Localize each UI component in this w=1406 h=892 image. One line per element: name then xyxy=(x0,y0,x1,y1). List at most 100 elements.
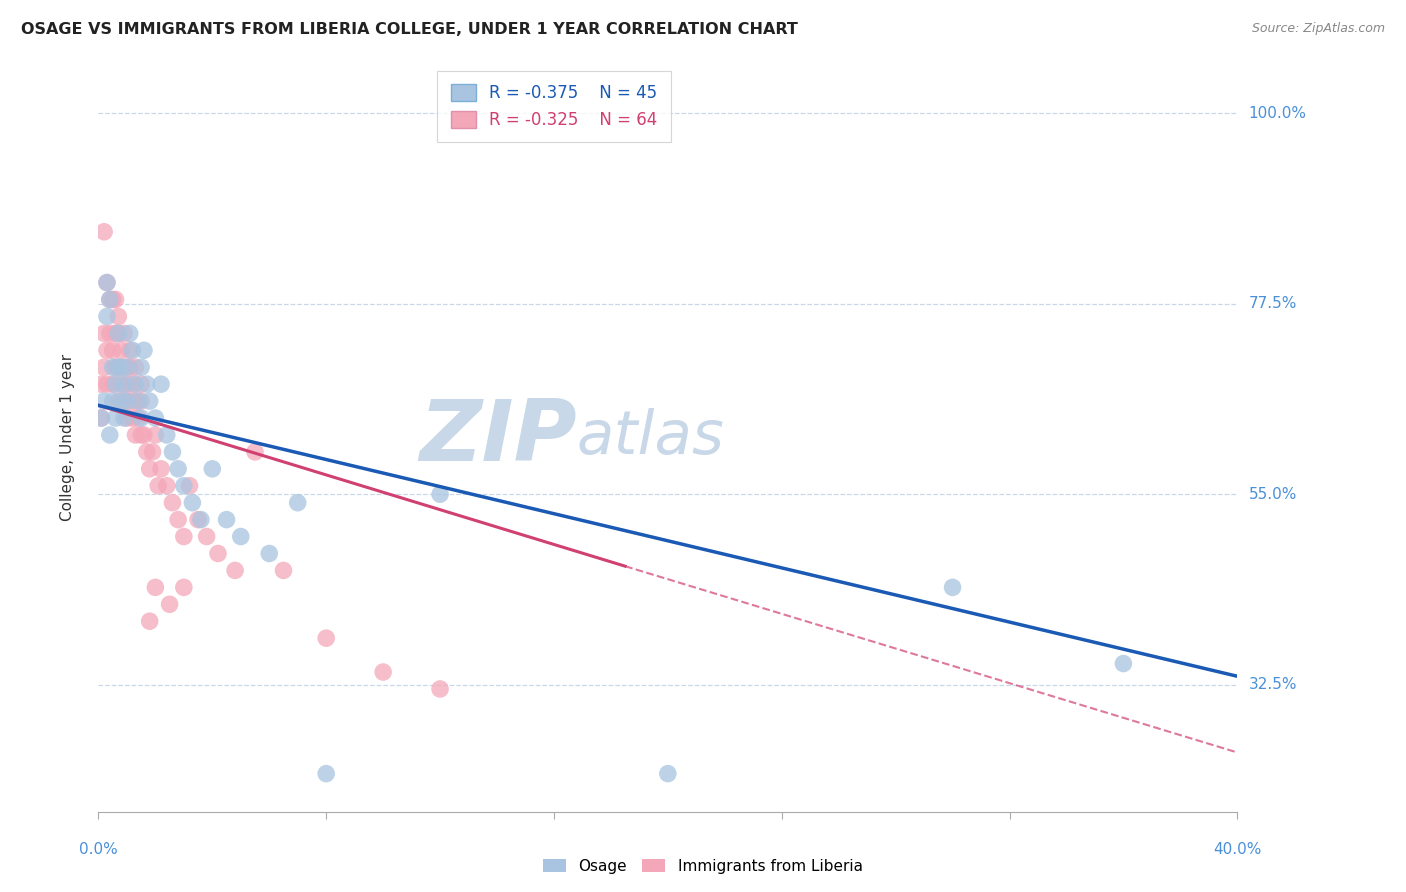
Point xyxy=(124,428,146,442)
Legend: R = -0.375    N = 45, R = -0.325    N = 64: R = -0.375 N = 45, R = -0.325 N = 64 xyxy=(437,70,671,142)
Point xyxy=(124,394,146,409)
Point xyxy=(190,513,212,527)
Point xyxy=(107,360,129,375)
Point xyxy=(104,360,127,375)
Point xyxy=(141,445,163,459)
Point xyxy=(135,445,157,459)
Point xyxy=(162,496,184,510)
Point xyxy=(115,360,138,375)
Point xyxy=(107,394,129,409)
Point xyxy=(173,479,195,493)
Point xyxy=(145,411,167,425)
Point xyxy=(224,563,246,577)
Point xyxy=(187,513,209,527)
Point xyxy=(96,276,118,290)
Point xyxy=(129,377,152,392)
Text: ZIP: ZIP xyxy=(419,395,576,479)
Point xyxy=(110,377,132,392)
Point xyxy=(101,394,124,409)
Point xyxy=(115,377,138,392)
Point xyxy=(112,377,135,392)
Point xyxy=(98,428,121,442)
Point xyxy=(215,513,238,527)
Point xyxy=(173,580,195,594)
Point xyxy=(287,496,309,510)
Point xyxy=(96,276,118,290)
Point xyxy=(145,580,167,594)
Point xyxy=(121,343,143,358)
Point xyxy=(101,293,124,307)
Point xyxy=(115,411,138,425)
Point xyxy=(138,394,160,409)
Point xyxy=(229,530,252,544)
Point xyxy=(657,766,679,780)
Point xyxy=(104,326,127,341)
Point xyxy=(315,631,337,645)
Text: 55.0%: 55.0% xyxy=(1249,487,1296,501)
Point xyxy=(129,394,152,409)
Text: 40.0%: 40.0% xyxy=(1213,842,1261,857)
Point xyxy=(112,394,135,409)
Text: 100.0%: 100.0% xyxy=(1249,106,1306,120)
Point xyxy=(127,411,149,425)
Point xyxy=(96,377,118,392)
Point xyxy=(112,411,135,425)
Point xyxy=(207,547,229,561)
Point xyxy=(124,360,146,375)
Point xyxy=(429,681,451,696)
Point xyxy=(429,487,451,501)
Point xyxy=(156,479,179,493)
Point xyxy=(115,394,138,409)
Point xyxy=(90,377,112,392)
Text: OSAGE VS IMMIGRANTS FROM LIBERIA COLLEGE, UNDER 1 YEAR CORRELATION CHART: OSAGE VS IMMIGRANTS FROM LIBERIA COLLEGE… xyxy=(21,22,799,37)
Point xyxy=(93,360,115,375)
Point xyxy=(129,411,152,425)
Point xyxy=(118,360,141,375)
Point xyxy=(1112,657,1135,671)
Point xyxy=(96,310,118,324)
Point xyxy=(121,377,143,392)
Point xyxy=(201,462,224,476)
Point xyxy=(90,411,112,425)
Point xyxy=(118,326,141,341)
Point xyxy=(243,445,266,459)
Point xyxy=(98,293,121,307)
Point xyxy=(112,360,135,375)
Point xyxy=(138,614,160,628)
Text: 0.0%: 0.0% xyxy=(79,842,118,857)
Point xyxy=(118,394,141,409)
Point xyxy=(107,360,129,375)
Point xyxy=(124,377,146,392)
Point xyxy=(110,343,132,358)
Point xyxy=(259,547,281,561)
Point xyxy=(127,394,149,409)
Point xyxy=(93,326,115,341)
Point xyxy=(181,496,204,510)
Point xyxy=(145,428,167,442)
Point xyxy=(156,428,179,442)
Point xyxy=(101,343,124,358)
Point xyxy=(173,530,195,544)
Point xyxy=(104,377,127,392)
Point xyxy=(162,445,184,459)
Point xyxy=(101,377,124,392)
Point xyxy=(135,377,157,392)
Legend: Osage, Immigrants from Liberia: Osage, Immigrants from Liberia xyxy=(537,853,869,880)
Point xyxy=(96,343,118,358)
Point xyxy=(179,479,201,493)
Point xyxy=(129,360,152,375)
Point xyxy=(148,479,170,493)
Point xyxy=(373,665,395,679)
Point xyxy=(150,462,173,476)
Point xyxy=(93,225,115,239)
Point xyxy=(942,580,965,594)
Text: Source: ZipAtlas.com: Source: ZipAtlas.com xyxy=(1251,22,1385,36)
Point xyxy=(195,530,218,544)
Point xyxy=(167,513,190,527)
Point xyxy=(121,411,143,425)
Point xyxy=(138,462,160,476)
Point xyxy=(90,411,112,425)
Point xyxy=(112,326,135,341)
Point xyxy=(118,343,141,358)
Point xyxy=(110,360,132,375)
